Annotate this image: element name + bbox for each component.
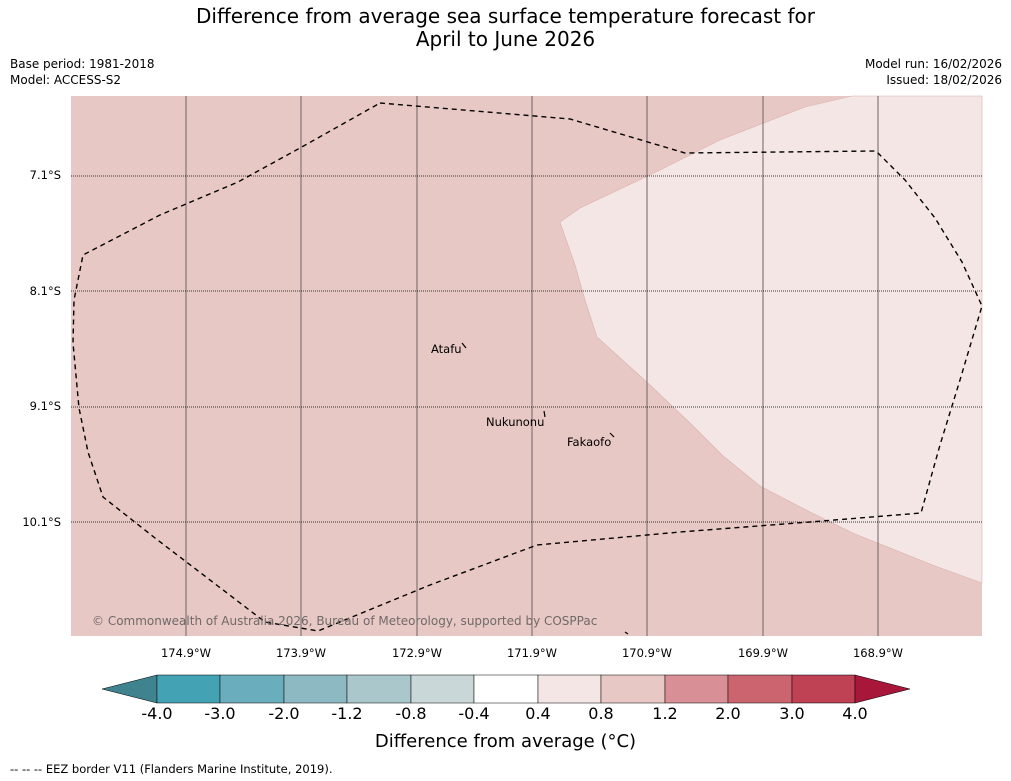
chart-title: Difference from average sea surface temp…	[0, 5, 1011, 51]
place-label-atafu: Atafu	[431, 342, 462, 356]
colorbar-tick-label: -0.8	[395, 704, 427, 723]
atoll-fakaofo	[609, 432, 615, 438]
colorbar-segment	[156, 674, 221, 704]
colorbar-tick-label: -3.0	[204, 704, 236, 723]
colorbar-segment	[664, 674, 729, 704]
atoll-atafu	[461, 342, 467, 349]
place-label-fakaofo: Fakaofo	[567, 435, 612, 449]
model-run: Model run: 16/02/2026	[864, 57, 1002, 71]
longitude-gridlines	[185, 96, 879, 636]
lat-label: 9.1°S	[29, 399, 61, 413]
model-name: Model: ACCESS-S2	[10, 73, 122, 87]
colorbar-segment	[473, 674, 539, 704]
colorbar-tick-label: -4.0	[141, 704, 173, 723]
colorbar-segment	[791, 674, 856, 704]
eez-border	[72, 102, 983, 632]
run-info: Model run: 16/02/2026 Issued: 18/02/2026	[865, 56, 1002, 88]
colorbar-low-extension	[101, 674, 158, 704]
colorbar-segment	[219, 674, 285, 704]
place-label-nukunonu: Nukunonu	[486, 415, 545, 429]
base-period: Base period: 1981-2018	[10, 57, 155, 71]
lon-label: 171.9°W	[506, 646, 558, 660]
colorbar	[101, 674, 911, 704]
copyright-notice: © Commonwealth of Australia 2026, Bureau…	[92, 614, 598, 628]
colorbar-tick-label: 4.0	[842, 704, 868, 723]
colorbar-tick-label: -0.4	[458, 704, 490, 723]
colorbar-segment	[410, 674, 475, 704]
colorbar-tick-label: 0.4	[525, 704, 551, 723]
lon-label: 173.9°W	[275, 646, 327, 660]
eez-legend: -- -- -- EEZ border V11 (Flanders Marine…	[10, 762, 333, 776]
lat-label: 10.1°S	[22, 515, 61, 529]
title-line-2: April to June 2026	[415, 27, 596, 51]
colorbar-high-extension	[854, 674, 911, 704]
colorbar-segment	[346, 674, 412, 704]
atoll-swains	[624, 631, 629, 635]
lon-label: 169.9°W	[737, 646, 789, 660]
issued-date: Issued: 18/02/2026	[886, 73, 1002, 87]
colorbar-title: Difference from average (°C)	[374, 731, 637, 752]
lon-label: 170.9°W	[621, 646, 673, 660]
colorbar-segment	[537, 674, 602, 704]
colorbar-segment	[283, 674, 348, 704]
title-line-1: Difference from average sea surface temp…	[195, 4, 815, 28]
anomaly-region-light	[559, 95, 983, 584]
colorbar-tick-label: 0.8	[588, 704, 614, 723]
colorbar-tick-label: 2.0	[715, 704, 741, 723]
lat-label: 8.1°S	[29, 284, 61, 298]
atoll-nukunonu	[543, 410, 546, 418]
lon-label: 168.9°W	[852, 646, 904, 660]
colorbar-segment	[727, 674, 793, 704]
colorbar-tick-label: 3.0	[779, 704, 805, 723]
atoll-shapes	[461, 342, 629, 635]
colorbar-tick-label: -2.0	[268, 704, 300, 723]
lon-label: 174.9°W	[160, 646, 212, 660]
colorbar-segment	[600, 674, 666, 704]
colorbar-tick-label: -1.2	[331, 704, 363, 723]
colorbar-tick-label: 1.2	[652, 704, 678, 723]
lon-label: 172.9°W	[391, 646, 443, 660]
lat-label: 7.1°S	[29, 168, 61, 182]
model-info: Base period: 1981-2018 Model: ACCESS-S2	[10, 56, 155, 88]
